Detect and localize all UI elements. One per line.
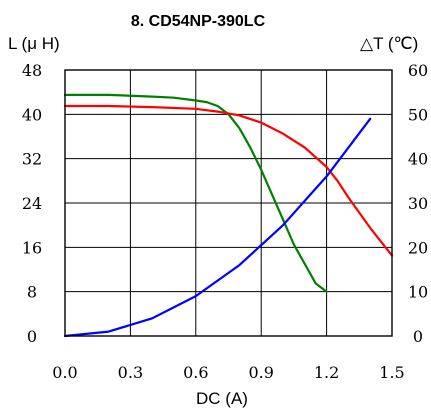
series-line-1 — [63, 93, 328, 293]
x-tick-label: 1.5 — [379, 363, 404, 382]
y-tick-label-left: 16 — [22, 238, 42, 257]
tick-labels: 0.0 0.3 0.6 0.9 1.2 1.5 0 0 8 10 16 20 24 30 32 40 40 50 4… — [22, 61, 428, 382]
chart-title: 8. CD54NP-390LC — [131, 13, 266, 30]
y-tick-label-left: 48 — [22, 61, 42, 80]
y-tick-label-left: 0 — [27, 327, 37, 346]
y-tick-label-right: 0 — [413, 327, 423, 346]
series-line-3 — [63, 117, 372, 338]
y-tick-label-left: 32 — [22, 150, 42, 169]
x-tick-label: 0.9 — [248, 363, 273, 382]
y-tick-label-left: 8 — [27, 283, 37, 302]
y-tick-label-left: 24 — [22, 194, 42, 213]
y-tick-label-right: 40 — [408, 150, 428, 169]
x-tick-label: 0.3 — [118, 363, 143, 382]
series-lines — [63, 93, 394, 338]
y-tick-label-right: 20 — [408, 238, 428, 257]
grid — [65, 70, 392, 336]
y-axis-right-label: △T (℃) — [360, 34, 418, 53]
x-axis-label: DC (A) — [196, 389, 248, 408]
series-line-2 — [63, 104, 394, 257]
y-axis-left-label: L (μ H) — [8, 34, 60, 53]
plot-frame — [64, 69, 393, 337]
y-tick-label-right: 50 — [408, 105, 428, 124]
y-tick-label-right: 60 — [408, 61, 428, 80]
x-tick-label: 0.0 — [52, 363, 77, 382]
y-tick-label-right: 10 — [408, 283, 428, 302]
x-tick-label: 1.2 — [314, 363, 339, 382]
y-tick-label-right: 30 — [408, 194, 428, 213]
x-tick-label: 0.6 — [183, 363, 208, 382]
y-tick-label-left: 40 — [22, 105, 42, 124]
